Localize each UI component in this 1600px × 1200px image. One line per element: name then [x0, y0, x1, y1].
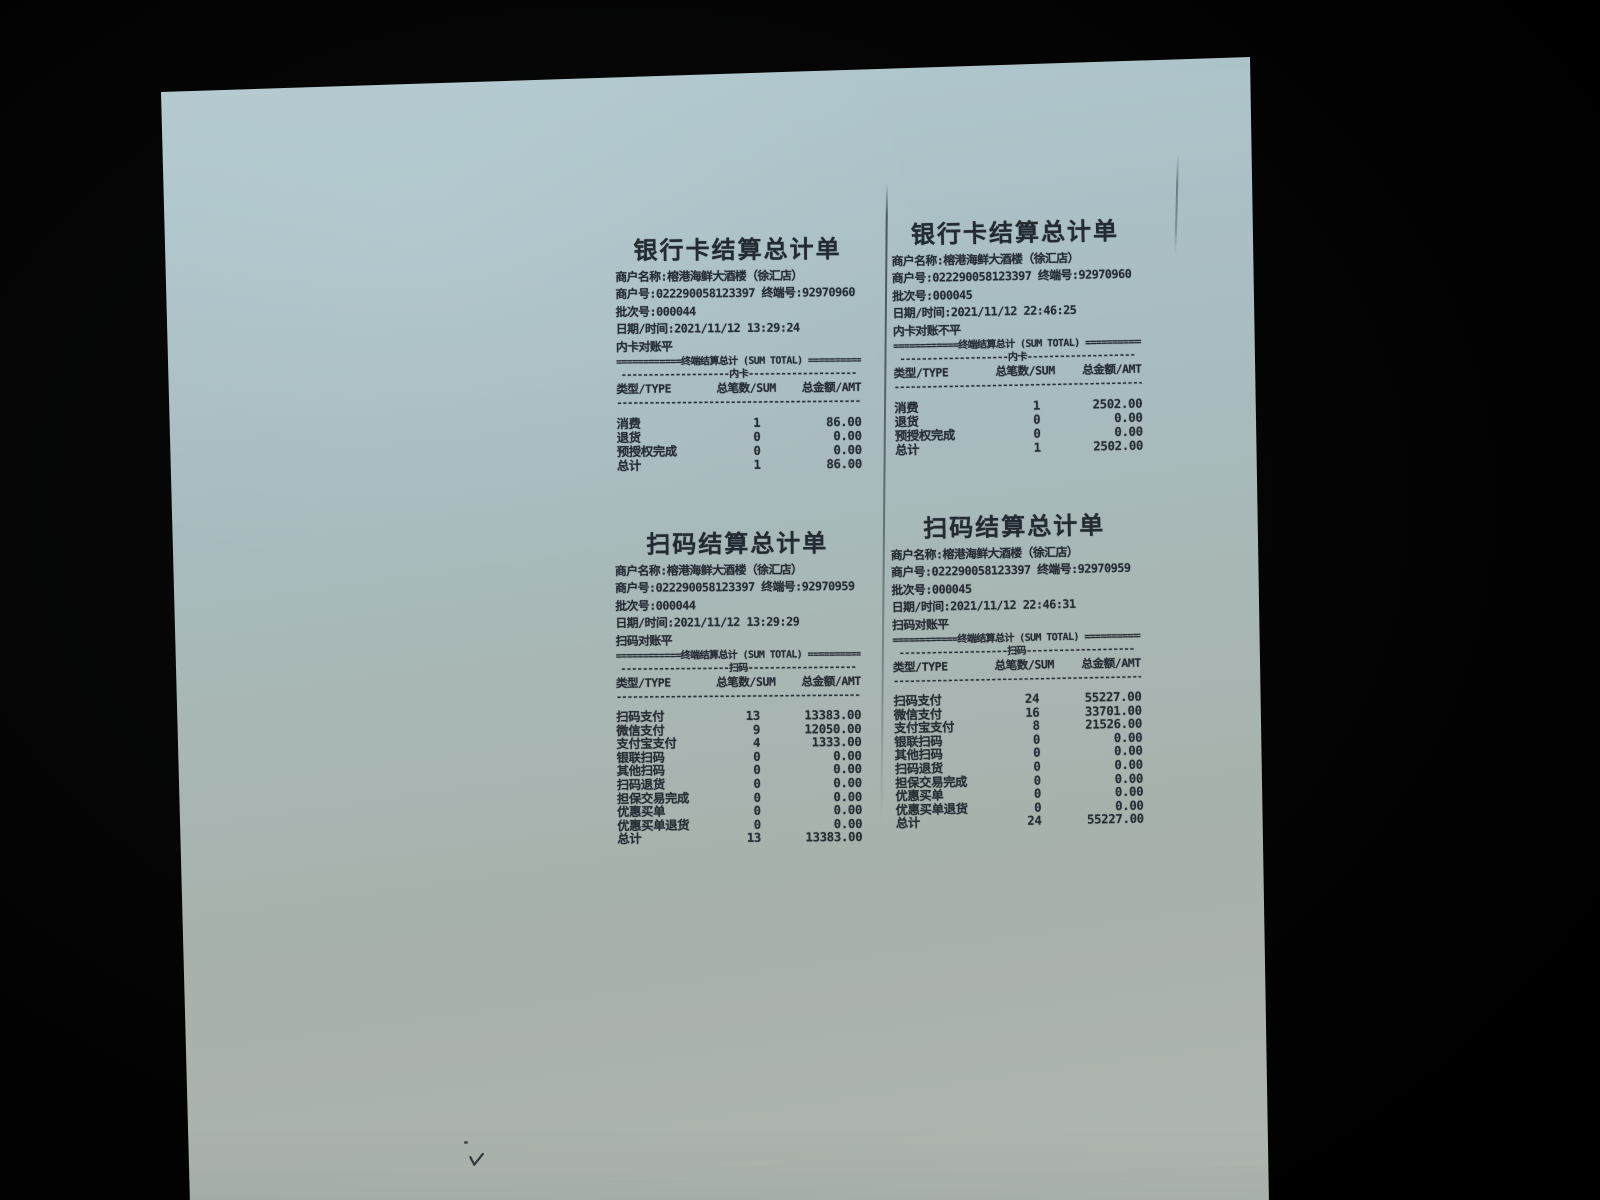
cell-count: 0 [753, 790, 761, 805]
receipt-info-line: 日期/时间:2021/11/12 13:29:24 [615, 320, 800, 337]
receipt-qr-right: 扫码结算总计单 商户名称:榕港海鲜大酒楼（徐汇店） 商户号:022290058123… [890, 511, 1144, 832]
ink-dot-mark [464, 1141, 468, 1144]
cell-count: 1 [753, 415, 761, 430]
cell-amount: 13383.00 [805, 830, 863, 845]
receipt-info-line: 内卡对账平 [615, 339, 673, 354]
column-header-amount: 总金额/AMT [801, 673, 861, 689]
table-rows: 消费 1 86.00 退货 0 0.00 预授权完成 0 0.00 总计 1 86.00 [617, 415, 862, 473]
column-header-amount: 总金额/AMT [1082, 361, 1142, 377]
cell-count: 0 [1032, 745, 1041, 761]
cell-type: 扫码退货 [616, 777, 665, 793]
column-header-count: 总笔数/SUM [716, 380, 776, 396]
receipt-info-block: 商户名称:榕港海鲜大酒楼（徐汇店） 商户号:022290058123397 终端号… [891, 543, 1141, 635]
cell-type: 其他扫码 [616, 764, 665, 779]
receipt-info-line: 扫码对账平 [615, 633, 673, 648]
cell-type: 总计 [616, 458, 642, 474]
table-divider-line: ----------------------------------------… [616, 395, 862, 410]
table-divider-line: ----------------------------------------… [616, 689, 862, 704]
receipt-info-line: 批次号:000044 [615, 304, 696, 319]
column-header-type: 类型/TYPE [616, 381, 672, 397]
cell-count: 24 [1027, 813, 1042, 829]
cell-count: 0 [753, 749, 761, 764]
table-rows: 扫码支付 13 13383.00 微信支付 9 12050.00 支付宝支付 4 1333.00… [616, 708, 863, 847]
receipt-title: 银行卡结算总计单 [910, 217, 1120, 250]
receipt-info-line: 日期/时间:2021/11/12 13:29:29 [615, 614, 800, 631]
column-header-amount: 总金额/AMT [801, 379, 862, 395]
table-rows: 消费 1 2502.00 退货 0 0.00 预授权完成 0 0.00 总计 1 2502.00 [894, 397, 1143, 458]
column-header-type: 类型/TYPE [615, 675, 671, 691]
cell-count: 0 [1033, 786, 1042, 801]
cell-count: 0 [1033, 759, 1041, 774]
receipt-bank-card-left: 银行卡结算总计单 商户名称:榕港海鲜大酒楼（徐汇店） 商户号:02229005812… [615, 235, 862, 473]
table-row: 总计 13 13383.00 [617, 830, 863, 847]
cell-amount: 55227.00 [1086, 811, 1144, 828]
cell-type: 总计 [895, 816, 921, 831]
cell-type: 退货 [616, 430, 641, 446]
receipt-info-block: 商户名称:榕港海鲜大酒楼（徐汇店） 商户号:022290058123397 终端号… [615, 561, 861, 650]
cell-count: 9 [752, 722, 761, 737]
cell-amount: 0.00 [833, 442, 862, 458]
receipt-info-line: 商户号:022290058123397 终端号:92970959 [615, 579, 855, 596]
cell-count: 1 [753, 457, 761, 472]
ink-check-mark [469, 1152, 485, 1166]
cell-count: 1 [1033, 440, 1041, 455]
cell-type: 支付宝支付 [616, 736, 677, 752]
receipt-info-line: 商户名称:榕港海鲜大酒楼（徐汇店） [614, 562, 803, 579]
column-header-count: 总笔数/SUM [995, 363, 1055, 379]
receipt-info-block: 商户名称:榕港海鲜大酒楼（徐汇店） 商户号:022290058123397 终端号… [891, 249, 1141, 341]
receipt-title: 扫码结算总计单 [922, 511, 1106, 543]
cell-type: 总计 [895, 442, 920, 458]
receipt-title: 扫码结算总计单 [646, 529, 829, 559]
receipt-info-line: 商户号:022290058123397 终端号:92970960 [615, 285, 855, 302]
cell-count: 0 [753, 429, 761, 444]
cell-count: 4 [752, 736, 761, 751]
cell-count: 0 [753, 803, 761, 819]
cell-count: 0 [1032, 732, 1041, 747]
cell-type: 扫码支付 [616, 709, 665, 725]
cell-count: 0 [1033, 426, 1041, 441]
receipt-qr-left: 扫码结算总计单 商户名称:榕港海鲜大酒楼（徐汇店） 商户号:022290058123… [615, 529, 863, 847]
cell-count: 8 [1032, 718, 1040, 733]
table-row: 总计 1 86.00 [617, 457, 862, 473]
cell-count: 0 [1033, 412, 1041, 427]
cell-amount: 2502.00 [1093, 438, 1144, 454]
receipt-info-block: 商户名称:榕港海鲜大酒楼（徐汇店） 商户号:022290058123397 终端号… [615, 267, 861, 356]
cell-count: 16 [1025, 705, 1040, 720]
cell-amount: 86.00 [825, 414, 862, 430]
cell-amount: 86.00 [826, 456, 863, 472]
cell-count: 13 [745, 708, 760, 723]
cell-count: 13 [746, 831, 762, 846]
cell-type: 消费 [616, 416, 641, 432]
cell-amount: 0.00 [833, 428, 862, 444]
cell-count: 0 [1033, 773, 1041, 788]
receipt-info-line: 批次号:000044 [615, 598, 696, 613]
column-header-amount: 总金额/AMT [1081, 655, 1141, 671]
cell-count: 0 [753, 776, 761, 791]
cell-count: 0 [753, 763, 761, 778]
receipt-bank-card-right: 银行卡结算总计单 商户名称:榕港海鲜大酒楼（徐汇店） 商户号:02229005812… [891, 217, 1143, 458]
receipt-title: 银行卡结算总计单 [633, 235, 842, 265]
cell-count: 1 [1032, 398, 1041, 413]
receipt-info-line: 商户名称:榕港海鲜大酒楼（徐汇店） [615, 268, 803, 285]
table-rows: 扫码支付 24 55227.00 微信支付 16 33701.00 支付宝支付 8 21526.… [893, 690, 1144, 832]
cell-count: 0 [753, 443, 761, 458]
cell-type: 总计 [617, 832, 642, 847]
column-header-count: 总笔数/SUM [716, 674, 776, 690]
cell-type: 预授权完成 [616, 444, 677, 460]
column-header-count: 总笔数/SUM [994, 657, 1055, 673]
